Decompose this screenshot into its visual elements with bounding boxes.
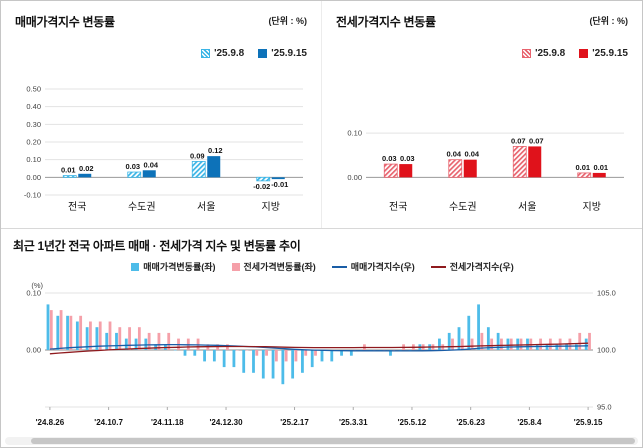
- svg-text:0.03: 0.03: [400, 154, 415, 163]
- svg-text:0.00: 0.00: [26, 173, 41, 182]
- svg-text:'25.2.17: '25.2.17: [280, 418, 309, 427]
- svg-text:0.04: 0.04: [446, 150, 461, 159]
- sales-change-legend-label: 매매가격변동률(좌): [143, 262, 216, 272]
- sales-change-swatch-icon: [131, 262, 140, 271]
- svg-text:105.0: 105.0: [597, 289, 616, 298]
- svg-text:0.10: 0.10: [347, 129, 362, 138]
- scrollbar-thumb[interactable]: [31, 438, 635, 444]
- svg-text:-0.01: -0.01: [271, 180, 288, 189]
- trend-legend-jeonse-change: 전세가격변동률(좌): [231, 260, 316, 273]
- sales-legend-curr: '25.9.15: [258, 48, 307, 59]
- sales-curr-swatch-icon: [258, 49, 268, 58]
- jeonse-index-panel: 전세가격지수 변동률 (단위 : %) '25.9.8 '25.9.15 0.1…: [321, 1, 642, 228]
- svg-text:'25.6.23: '25.6.23: [456, 418, 485, 427]
- jeonse-bar-chart: 0.10 0.00 전국 0.03 0.03 수도권 0.04 0.04 서울 0.07 0.07 지…: [336, 75, 628, 218]
- svg-text:'25.3.31: '25.3.31: [339, 418, 368, 427]
- svg-text:0.12: 0.12: [208, 146, 223, 155]
- svg-text:'25.9.15: '25.9.15: [574, 418, 603, 427]
- svg-text:0.10: 0.10: [26, 289, 41, 298]
- sales-prev-swatch-icon: [201, 49, 211, 58]
- svg-text:0.00: 0.00: [26, 346, 41, 355]
- jeonse-curr-swatch-icon: [579, 49, 589, 58]
- jeonse-index-legend-label: 전세가격지수(우): [449, 262, 514, 272]
- sales-prev-legend-label: '25.9.8: [214, 48, 245, 59]
- svg-text:수도권: 수도권: [449, 201, 477, 213]
- trend-legend: 매매가격변동률(좌) 전세가격변동률(좌) 매매가격지수(우) 전세가격지수(우…: [13, 260, 632, 273]
- trend-panel-title: 최근 1년간 전국 아파트 매매 · 전세가격 지수 및 변동률 추이: [13, 239, 301, 253]
- sales-panel-title: 매매가격지수 변동률: [15, 15, 115, 29]
- jeonse-legend-curr: '25.9.15: [579, 48, 628, 59]
- trend-legend-sales-change: 매매가격변동률(좌): [131, 260, 216, 273]
- svg-text:0.07: 0.07: [529, 136, 544, 145]
- trend-legend-jeonse-index: 전세가격지수(우): [430, 260, 514, 273]
- sales-panel-header: 매매가격지수 변동률 (단위 : %): [15, 13, 307, 30]
- sales-index-legend-label: 매매가격지수(우): [350, 262, 415, 272]
- svg-text:0.01: 0.01: [61, 166, 76, 175]
- trend-legend-sales-index: 매매가격지수(우): [331, 260, 415, 273]
- trend-combo-chart: 105.0 100.0 95.0 0.10 0.00 (%) '24.8.26 '24.10.…: [13, 277, 632, 434]
- svg-text:-0.10: -0.10: [24, 191, 41, 200]
- svg-text:0.40: 0.40: [26, 102, 41, 111]
- svg-text:0.09: 0.09: [190, 151, 205, 160]
- sales-legend-prev: '25.9.8: [201, 48, 244, 59]
- svg-text:'24.12.30: '24.12.30: [210, 418, 244, 427]
- sales-legend: '25.9.8 '25.9.15: [15, 48, 307, 59]
- svg-text:서울: 서울: [197, 201, 215, 213]
- jeonse-legend: '25.9.8 '25.9.15: [336, 48, 628, 59]
- horizontal-scrollbar[interactable]: [5, 437, 638, 445]
- svg-text:0.01: 0.01: [593, 163, 608, 172]
- sales-unit-label: (단위 : %): [268, 16, 307, 26]
- svg-text:0.02: 0.02: [79, 164, 94, 173]
- svg-text:0.07: 0.07: [511, 136, 526, 145]
- svg-text:0.04: 0.04: [143, 160, 158, 169]
- jeonse-change-swatch-icon: [231, 262, 240, 271]
- svg-text:0.50: 0.50: [26, 85, 41, 94]
- sales-index-panel: 매매가격지수 변동률 (단위 : %) '25.9.8 '25.9.15 0.5…: [1, 1, 321, 228]
- svg-text:전국: 전국: [68, 201, 86, 213]
- svg-text:0.30: 0.30: [26, 120, 41, 129]
- svg-text:0.01: 0.01: [575, 163, 590, 172]
- svg-text:0.00: 0.00: [347, 173, 362, 182]
- svg-text:전국: 전국: [389, 201, 407, 213]
- svg-text:서울: 서울: [518, 201, 536, 213]
- jeonse-prev-legend-label: '25.9.8: [535, 48, 566, 59]
- svg-text:수도권: 수도권: [128, 201, 156, 213]
- sales-bar-chart: 0.50 0.40 0.30 0.20 0.10 0.00 -0.10 전국 0.01 0.02 수…: [15, 75, 307, 218]
- jeonse-legend-prev: '25.9.8: [522, 48, 565, 59]
- jeonse-prev-swatch-icon: [522, 49, 532, 58]
- jeonse-panel-title: 전세가격지수 변동률: [336, 15, 436, 29]
- svg-text:지방: 지방: [583, 201, 601, 213]
- svg-text:'24.11.18: '24.11.18: [151, 418, 184, 427]
- svg-text:95.0: 95.0: [597, 403, 612, 412]
- svg-text:0.04: 0.04: [464, 150, 479, 159]
- jeonse-unit-label: (단위 : %): [589, 16, 628, 26]
- svg-text:0.03: 0.03: [125, 162, 140, 171]
- jeonse-index-line-icon: [430, 265, 446, 268]
- svg-text:0.20: 0.20: [26, 138, 41, 147]
- svg-text:'24.8.26: '24.8.26: [36, 418, 65, 427]
- trend-panel-header: 최근 1년간 전국 아파트 매매 · 전세가격 지수 및 변동률 추이: [13, 237, 632, 254]
- jeonse-curr-legend-label: '25.9.15: [592, 48, 628, 59]
- svg-text:0.10: 0.10: [26, 155, 41, 164]
- svg-text:'25.8.4: '25.8.4: [517, 418, 542, 427]
- svg-text:0.03: 0.03: [382, 154, 397, 163]
- svg-text:지방: 지방: [262, 201, 280, 213]
- top-charts-row: 매매가격지수 변동률 (단위 : %) '25.9.8 '25.9.15 0.5…: [1, 1, 642, 229]
- sales-index-line-icon: [331, 265, 347, 268]
- trend-panel: 최근 1년간 전국 아파트 매매 · 전세가격 지수 및 변동률 추이 매매가격…: [1, 229, 642, 447]
- svg-text:'24.10.7: '24.10.7: [94, 418, 123, 427]
- svg-text:(%): (%): [31, 281, 43, 290]
- svg-text:-0.02: -0.02: [253, 182, 270, 191]
- svg-text:100.0: 100.0: [597, 346, 616, 355]
- jeonse-change-legend-label: 전세가격변동률(좌): [243, 262, 316, 272]
- sales-curr-legend-label: '25.9.15: [271, 48, 307, 59]
- jeonse-panel-header: 전세가격지수 변동률 (단위 : %): [336, 13, 628, 30]
- svg-text:'25.5.12: '25.5.12: [398, 418, 427, 427]
